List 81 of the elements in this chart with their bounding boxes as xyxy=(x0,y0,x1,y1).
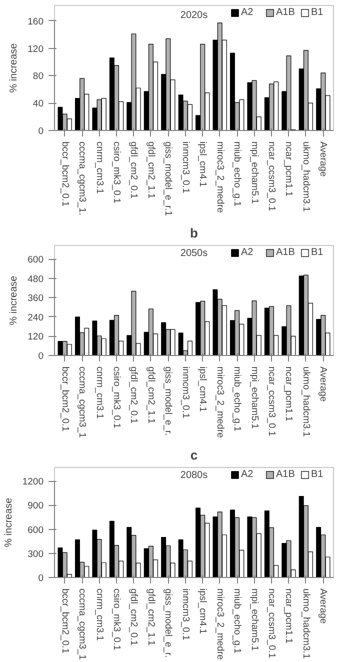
x-tick-label: cnrm_cm3.1 xyxy=(94,142,105,194)
x-tick-label: ipsl_cm4.1 xyxy=(197,588,208,634)
legend-label: A2 xyxy=(241,7,254,18)
y-tick-label: 480 xyxy=(28,274,44,285)
x-tick-label: miroc3_2_medre xyxy=(214,588,226,660)
x-tick-label: cccma_cgcm3_1. xyxy=(76,142,88,216)
x-tick-label: cnrm_cm3.1 xyxy=(94,588,105,641)
legend-label: A2 xyxy=(241,247,254,258)
x-tick-label: csiro_mk3_0.1 xyxy=(111,588,122,650)
legend-label: A1B xyxy=(276,247,296,258)
legend-label: B1 xyxy=(311,7,324,18)
x-tick-label: Average xyxy=(318,366,329,402)
x-tick-label: inmcm3_0.1 xyxy=(180,366,191,418)
x-tick-label: inmcm3_0.1 xyxy=(180,588,191,640)
x-tick-label: ncar_pcm1.1 xyxy=(283,142,294,196)
x-tick-label: gfdl_cm2_1.1 xyxy=(145,366,156,424)
x-tick-label: giss_model_e_r. xyxy=(162,366,174,436)
x-tick-label: ukmo_hadcm3.1 xyxy=(300,142,312,212)
x-tick-label: cccma_cgcm3_1 xyxy=(76,366,88,438)
x-tick-label: mpi_echam5.1 xyxy=(248,588,260,651)
text: 2080s xyxy=(180,470,208,482)
x-tick-label: ukmo_hadcm3.1 xyxy=(300,366,312,437)
x-tick-label: Average xyxy=(318,142,329,177)
x-tick-label: miub_echo_g.1 xyxy=(232,366,243,432)
x-tick-label: mpi_echam5.1 xyxy=(248,366,260,429)
x-tick-label: bccr_bcm2_0.1 xyxy=(59,366,70,432)
x-tick-label: gfdl_cm2_0.1 xyxy=(128,366,140,424)
x-tick-label: bccr_bcm2_0.1 xyxy=(59,142,70,206)
y-axis-title: % increase xyxy=(3,497,14,548)
legend-label: B1 xyxy=(311,247,324,258)
y-tick-label: 0 xyxy=(38,126,44,137)
y-tick-label: 240 xyxy=(28,312,44,324)
x-tick-label: ncar_ccsm3_0.1 xyxy=(266,366,277,436)
legend-label: A1B xyxy=(276,469,296,480)
x-tick-label: giss_model_e_r. xyxy=(162,588,174,658)
y-tick-label: 300 xyxy=(28,548,44,560)
x-tick-label: bccr_bcm2_0.1 xyxy=(59,588,70,654)
x-tick-label: miub_echo_g.1 xyxy=(232,588,243,654)
x-tick-label: giss_model_e_r.1 xyxy=(162,142,174,216)
chart-title: c xyxy=(190,448,198,462)
y-tick-label: 1200 xyxy=(22,476,44,488)
text: 2050s xyxy=(180,248,208,260)
x-tick-label: miroc3_2_medre xyxy=(214,366,226,438)
x-tick-label: ncar_pcm1.1 xyxy=(283,588,294,644)
y-tick-label: 360 xyxy=(28,293,44,304)
x-tick-label: gfdl_cm2_1.1 xyxy=(145,142,156,199)
x-tick-label: Average xyxy=(318,588,329,624)
x-tick-label: miub_echo_g.1 xyxy=(232,142,243,206)
y-tick-label: 120 xyxy=(28,332,44,343)
x-tick-label: ipsl_cm4.1 xyxy=(197,142,208,187)
x-tick-label: inmcm3_0.1 xyxy=(180,142,191,194)
legend-label: B1 xyxy=(311,469,324,480)
x-tick-label: ncar_pcm1.1 xyxy=(283,366,294,422)
annotation: 2020s xyxy=(180,10,208,21)
y-tick-label: 80 xyxy=(32,71,44,82)
y-tick-label: 40 xyxy=(32,98,44,110)
x-tick-label: gfdl_cm2_1.1 xyxy=(145,588,156,646)
x-tick-label: ipsl_cm4.1 xyxy=(197,366,208,412)
x-tick-label: cccma_cgcm3_1 xyxy=(76,588,88,660)
legend-label: A2 xyxy=(241,469,254,480)
x-tick-label: cnrm_cm3.1 xyxy=(94,366,105,419)
x-tick-label: ukmo_hadcm3.1 xyxy=(300,588,312,659)
chart-title: b xyxy=(190,226,198,240)
x-tick-label: ncar_ccsm3_0.1 xyxy=(266,588,277,658)
y-tick-label: 0 xyxy=(38,573,44,584)
y-tick-label: 600 xyxy=(28,524,44,536)
x-tick-label: csiro_mk3_0.1 xyxy=(111,142,122,204)
x-tick-label: miroc3_2_medre xyxy=(214,142,226,213)
y-axis-title: % increase xyxy=(8,275,20,326)
y-axis-title: % increase xyxy=(8,42,20,93)
y-tick-label: 160 xyxy=(28,16,44,28)
x-tick-label: csiro_mk3_0.1 xyxy=(111,366,122,428)
y-tick-label: 0 xyxy=(38,351,44,362)
x-tick-label: ncar_ccsm3_0.1 xyxy=(266,142,277,212)
legend-label: A1B xyxy=(276,7,296,18)
y-tick-label: 600 xyxy=(28,254,44,266)
y-tick-label: 120 xyxy=(28,44,44,55)
x-tick-label: gfdl_cm2_0.1 xyxy=(128,588,140,646)
x-tick-label: gfdl_cm2_0.1 xyxy=(128,142,140,199)
x-tick-label: mpi_echam5.1 xyxy=(248,142,260,204)
y-tick-label: 900 xyxy=(28,500,44,512)
